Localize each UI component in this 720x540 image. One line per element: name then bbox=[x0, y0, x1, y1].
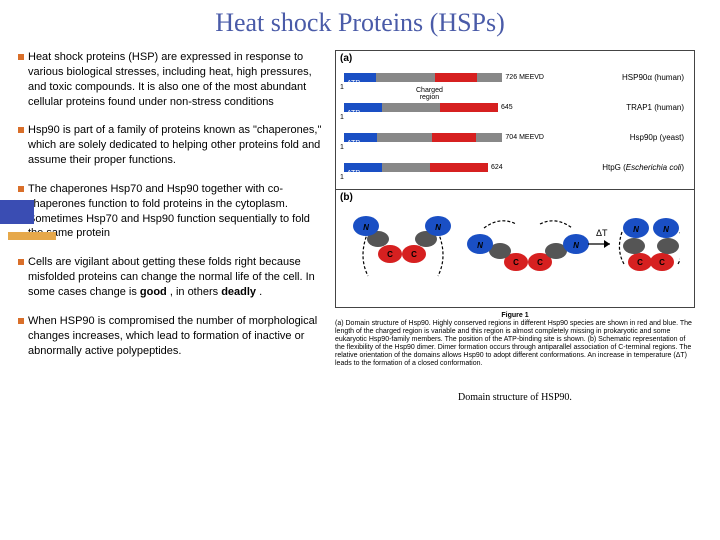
conf-closed: C C N N bbox=[619, 218, 680, 271]
domain-bar: 1ATP726MEEVD bbox=[344, 73, 544, 82]
end-num: 645 bbox=[501, 104, 513, 111]
meevd-tag: MEEVD bbox=[519, 74, 544, 81]
domain-segment bbox=[382, 163, 430, 172]
figure-caption: Figure 1 (a) Domain structure of Hsp90. … bbox=[335, 312, 695, 368]
domain-segment bbox=[432, 133, 476, 142]
bullet-item: Heat shock proteins (HSP) are expressed … bbox=[18, 50, 323, 109]
svg-text:N: N bbox=[363, 223, 369, 232]
content-area: Heat shock proteins (HSP) are expressed … bbox=[0, 38, 720, 403]
delta-t-arrow: ΔT bbox=[588, 228, 610, 248]
svg-text:ΔT: ΔT bbox=[596, 228, 608, 238]
bullet-text: When HSP90 is compromised the number of … bbox=[28, 314, 323, 359]
page-title: Heat shock Proteins (HSPs) bbox=[0, 0, 720, 38]
end-num: 624 bbox=[491, 164, 503, 171]
svg-text:C: C bbox=[537, 258, 543, 267]
figure-caption-text: (a) Domain structure of Hsp90. Highly co… bbox=[335, 320, 695, 368]
domain-segment bbox=[435, 73, 477, 82]
species-label: HtpG (Escherichia coli) bbox=[602, 163, 684, 172]
svg-text:C: C bbox=[513, 258, 519, 267]
conformation-diagram: C C N N C C N N bbox=[340, 194, 680, 304]
domain-row: 1ATP624HtpG (Escherichia coli) bbox=[344, 155, 686, 179]
svg-text:N: N bbox=[435, 223, 441, 232]
svg-text:C: C bbox=[659, 258, 665, 267]
domain-segment bbox=[476, 133, 502, 142]
svg-text:C: C bbox=[637, 258, 643, 267]
domain-row: 1ATP704MEEVDHsp90p (yeast) bbox=[344, 125, 686, 149]
svg-text:C: C bbox=[387, 250, 393, 259]
domain-segment: ATP bbox=[344, 133, 377, 142]
domain-segment bbox=[377, 133, 432, 142]
domain-segment bbox=[376, 73, 435, 82]
domain-segment bbox=[477, 73, 502, 82]
domain-segment: ATP bbox=[344, 73, 376, 82]
domain-segment bbox=[440, 103, 498, 112]
figure-title: Figure 1 bbox=[335, 312, 695, 320]
domain-segment: ATP bbox=[344, 103, 382, 112]
caption-secondary: Domain structure of HSP90. bbox=[335, 392, 695, 403]
domain-bar: 1ATP645 bbox=[344, 103, 544, 112]
species-label: HSP90α (human) bbox=[622, 73, 684, 82]
deco-orange-bar bbox=[8, 232, 56, 240]
panel-b: (b) C C N N C C bbox=[335, 190, 695, 308]
svg-text:N: N bbox=[663, 225, 669, 234]
svg-text:C: C bbox=[411, 250, 417, 259]
end-num: 704 bbox=[505, 134, 517, 141]
domain-bar: 1ATP624 bbox=[344, 163, 544, 172]
domain-segment: ATP bbox=[344, 163, 382, 172]
svg-text:N: N bbox=[573, 241, 579, 250]
domain-row: 1ATP726MEEVDHSP90α (human)Chargedregion bbox=[344, 65, 686, 89]
bullet-icon bbox=[18, 127, 24, 133]
bullet-item: Cells are vigilant about getting these f… bbox=[18, 255, 323, 300]
bullet-text: The chaperones Hsp70 and Hsp90 together … bbox=[28, 182, 323, 241]
bullet-text: Hsp90 is part of a family of proteins kn… bbox=[28, 123, 323, 168]
panel-a: (a) 1ATP726MEEVDHSP90α (human)Chargedreg… bbox=[335, 50, 695, 190]
conf-middle: C C N N bbox=[467, 221, 589, 271]
svg-text:N: N bbox=[633, 225, 639, 234]
domain-segment bbox=[430, 163, 488, 172]
bullet-icon bbox=[18, 259, 24, 265]
species-label: Hsp90p (yeast) bbox=[630, 133, 684, 142]
panel-a-label: (a) bbox=[340, 53, 352, 64]
bullet-icon bbox=[18, 54, 24, 60]
bullet-item: Hsp90 is part of a family of proteins kn… bbox=[18, 123, 323, 168]
bullet-list: Heat shock proteins (HSP) are expressed … bbox=[18, 50, 323, 403]
bullet-text: Cells are vigilant about getting these f… bbox=[28, 255, 323, 300]
bullet-item: When HSP90 is compromised the number of … bbox=[18, 314, 323, 359]
domain-bar: 1ATP704MEEVD bbox=[344, 133, 544, 142]
svg-text:N: N bbox=[477, 241, 483, 250]
domain-row: 1ATP645TRAP1 (human) bbox=[344, 95, 686, 119]
meevd-tag: MEEVD bbox=[519, 134, 544, 141]
bullet-text: Heat shock proteins (HSP) are expressed … bbox=[28, 50, 323, 109]
figure-panel: (a) 1ATP726MEEVDHSP90α (human)Chargedreg… bbox=[335, 50, 695, 403]
bullet-icon bbox=[18, 318, 24, 324]
species-label: TRAP1 (human) bbox=[626, 103, 684, 112]
domain-segment bbox=[382, 103, 440, 112]
bullet-item: The chaperones Hsp70 and Hsp90 together … bbox=[18, 182, 323, 241]
deco-blue-square bbox=[0, 200, 34, 224]
conf-open-left: C C N N bbox=[353, 216, 451, 276]
decoration-shapes bbox=[0, 200, 56, 240]
end-num: 726 bbox=[505, 74, 517, 81]
bullet-icon bbox=[18, 186, 24, 192]
